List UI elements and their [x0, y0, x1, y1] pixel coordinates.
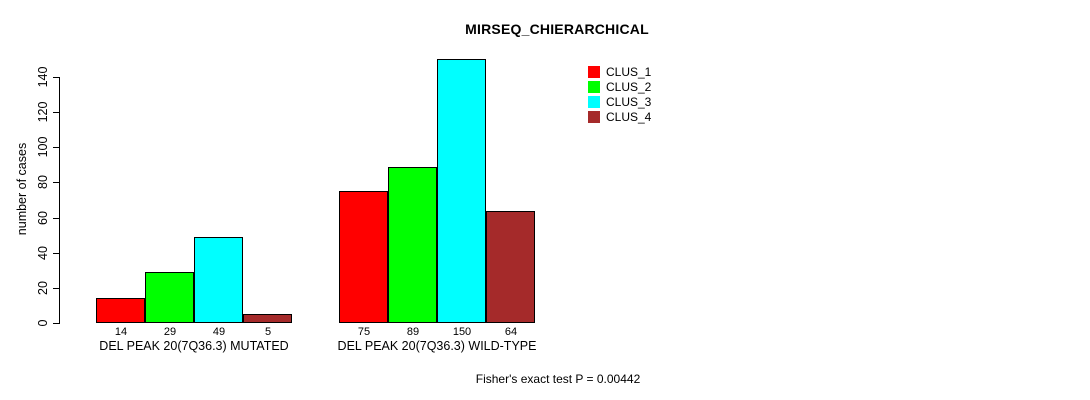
y-tick-label: 60 — [36, 211, 50, 225]
category-label-group2: DEL PEAK 20(7Q36.3) WILD-TYPE — [337, 339, 537, 353]
legend-label-clus-2: CLUS_2 — [606, 80, 652, 94]
bar-clus-1-group2 — [339, 191, 388, 323]
bar-value-label: 75 — [357, 326, 371, 338]
y-tick-label: 120 — [36, 101, 50, 123]
bar-value-label: 5 — [264, 326, 272, 338]
y-tick — [53, 112, 59, 113]
y-tick — [53, 253, 59, 254]
bar-clus-1-group1 — [96, 298, 145, 323]
category-label-group1: DEL PEAK 20(7Q36.3) MUTATED — [99, 339, 289, 353]
y-tick-label: 100 — [36, 136, 50, 158]
legend-label-clus-4: CLUS_4 — [606, 110, 652, 124]
legend-item-clus-3: CLUS_3 — [588, 96, 651, 108]
y-tick-label: 40 — [36, 246, 50, 260]
bar-value-label: 64 — [504, 326, 518, 338]
y-axis-line — [59, 77, 60, 324]
bar-clus-4-group2 — [486, 211, 535, 323]
y-tick-label: 0 — [36, 319, 50, 327]
y-tick — [53, 147, 59, 148]
bar-clus-3-group1 — [194, 237, 243, 323]
legend-item-clus-2: CLUS_2 — [588, 81, 651, 93]
y-tick-label: 20 — [36, 281, 50, 295]
chart-title: MIRSEQ_CHIERARCHICAL — [465, 21, 649, 37]
y-tick — [53, 77, 59, 78]
legend-item-clus-1: CLUS_1 — [588, 66, 651, 78]
legend: CLUS_1 CLUS_2 CLUS_3 CLUS_4 — [588, 66, 651, 126]
legend-label-clus-1: CLUS_1 — [606, 65, 652, 79]
legend-swatch-clus-2 — [588, 81, 600, 93]
bar-value-label: 29 — [163, 326, 177, 338]
y-tick — [53, 288, 59, 289]
bar-clus-4-group1 — [243, 314, 292, 323]
y-tick-label: 80 — [36, 175, 50, 189]
legend-swatch-clus-1 — [588, 66, 600, 78]
bar-clus-2-group2 — [388, 167, 437, 323]
legend-swatch-clus-4 — [588, 111, 600, 123]
bar-value-label: 49 — [212, 326, 226, 338]
y-tick-label: 140 — [36, 66, 50, 88]
bar-value-label: 89 — [406, 326, 420, 338]
y-axis-label: number of cases — [15, 142, 29, 236]
bar-clus-3-group2 — [437, 59, 486, 323]
legend-label-clus-3: CLUS_3 — [606, 95, 652, 109]
y-tick — [53, 323, 59, 324]
y-tick — [53, 182, 59, 183]
annotation-fisher-test: Fisher's exact test P = 0.00442 — [475, 372, 641, 386]
legend-item-clus-4: CLUS_4 — [588, 111, 651, 123]
bar-value-label: 14 — [114, 326, 128, 338]
bar-clus-2-group1 — [145, 272, 194, 323]
y-tick — [53, 218, 59, 219]
legend-swatch-clus-3 — [588, 96, 600, 108]
bar-value-label: 150 — [452, 326, 472, 338]
